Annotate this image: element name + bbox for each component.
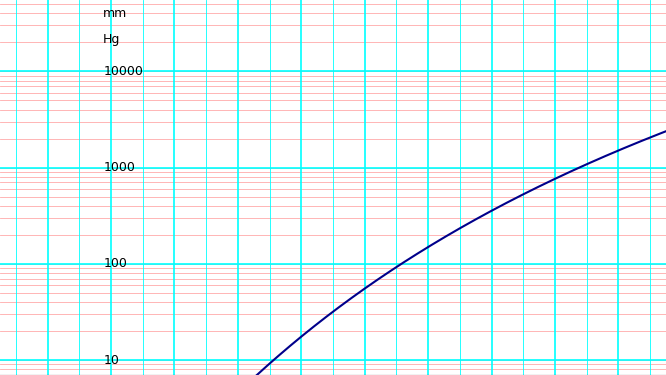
Text: 1000: 1000 (103, 161, 135, 174)
Text: 100: 100 (103, 257, 127, 270)
Text: 10: 10 (103, 354, 119, 367)
Text: mm: mm (103, 7, 127, 20)
Text: 10000: 10000 (103, 65, 143, 78)
Text: Hg: Hg (103, 33, 121, 46)
